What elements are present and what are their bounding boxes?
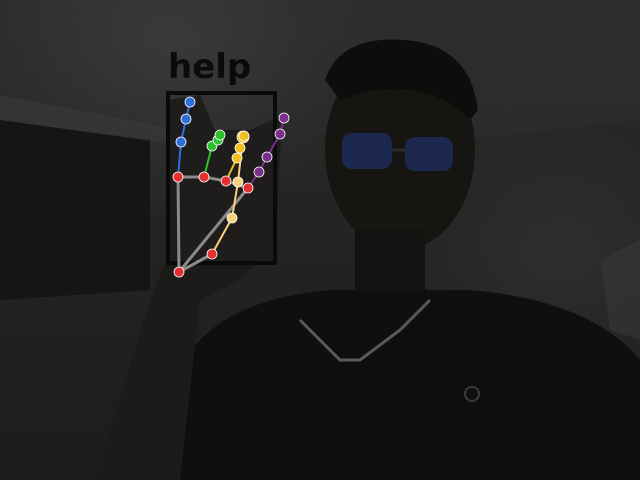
thumb-bone	[231, 181, 239, 219]
middle-joint	[234, 142, 246, 154]
shirt-logo	[464, 386, 480, 402]
person-neck	[355, 230, 425, 300]
thumb-joint	[226, 212, 238, 224]
person-collar	[298, 298, 432, 362]
palm-bone	[177, 186, 250, 274]
background-shelf	[0, 95, 180, 145]
middle-joint	[231, 152, 243, 164]
joint-marker	[172, 171, 184, 183]
thumb-bone	[211, 217, 233, 255]
joint-marker	[242, 182, 254, 194]
glasses-right-lens	[405, 137, 453, 171]
person-shirt	[170, 290, 640, 480]
hand-landmarks	[172, 96, 290, 278]
index-joint	[274, 128, 286, 140]
middle-joint	[238, 130, 250, 142]
detection-box	[166, 91, 277, 265]
glasses-left-lens	[342, 133, 392, 169]
joint-marker	[198, 171, 210, 183]
background-cabinet	[0, 120, 150, 300]
thumb-joint	[232, 176, 244, 188]
index-joint	[261, 151, 273, 163]
pinky-bone	[177, 141, 182, 178]
ring-joint	[214, 129, 226, 141]
index-joint	[278, 112, 290, 124]
pinky-joint	[175, 136, 187, 148]
arm	[95, 200, 270, 480]
joint-marker	[173, 266, 185, 278]
gesture-label: help	[168, 47, 252, 87]
person-hair	[325, 39, 478, 120]
palm-bone	[177, 252, 214, 274]
background-light	[600, 240, 640, 340]
pinky-joint	[184, 96, 196, 108]
index-joint	[253, 166, 265, 178]
joint-marker	[220, 175, 232, 187]
joint-marker	[206, 248, 218, 260]
pinky-joint	[180, 113, 192, 125]
palm-bone	[176, 175, 181, 274]
